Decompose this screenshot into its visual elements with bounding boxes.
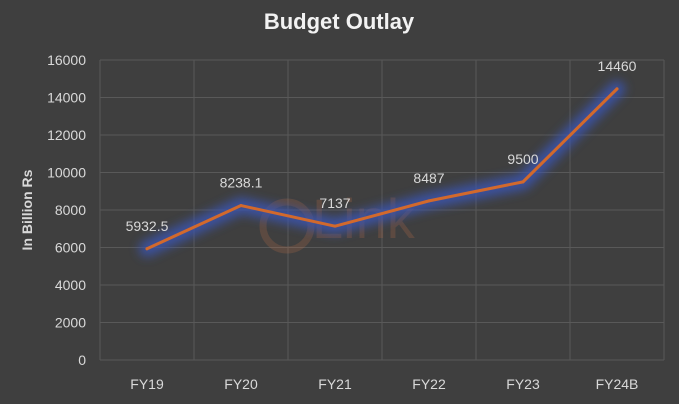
y-tick-label: 8000 — [55, 202, 86, 218]
y-tick-label: 6000 — [55, 240, 86, 256]
y-tick-label: 4000 — [55, 277, 86, 293]
data-label: 8238.1 — [220, 175, 263, 191]
data-point — [145, 247, 149, 251]
x-tick-label: FY21 — [318, 376, 352, 392]
chart-title: Budget Outlay — [264, 9, 415, 34]
data-label: 8487 — [413, 170, 444, 186]
y-tick-label: 2000 — [55, 315, 86, 331]
y-tick-label: 12000 — [47, 127, 86, 143]
series-line — [145, 87, 619, 251]
data-label: 9500 — [507, 151, 538, 167]
y-axis-ticks: 0 2000 4000 6000 8000 10000 12000 14000 16000 — [47, 52, 86, 368]
y-axis-label: In Billion Rs — [19, 169, 35, 250]
data-point — [521, 180, 525, 184]
y-tick-label: 10000 — [47, 165, 86, 181]
data-label: 7137 — [319, 195, 350, 211]
x-tick-label: FY20 — [224, 376, 258, 392]
data-labels: 5932.5 8238.1 7137 8487 9500 14460 — [126, 58, 637, 234]
data-point — [333, 224, 337, 228]
y-tick-label: 0 — [78, 352, 86, 368]
y-tick-label: 16000 — [47, 52, 86, 68]
x-axis-ticks: FY19 FY20 FY21 FY22 FY23 FY24B — [130, 376, 638, 392]
data-label: 14460 — [598, 58, 637, 74]
series-line-group — [139, 80, 625, 257]
data-point — [427, 199, 431, 203]
data-label: 5932.5 — [126, 218, 169, 234]
y-tick-label: 14000 — [47, 90, 86, 106]
x-tick-label: FY24B — [596, 376, 639, 392]
x-tick-label: FY19 — [130, 376, 164, 392]
data-point — [615, 87, 619, 91]
x-tick-label: FY22 — [412, 376, 446, 392]
x-tick-label: FY23 — [506, 376, 540, 392]
data-point — [239, 204, 243, 208]
